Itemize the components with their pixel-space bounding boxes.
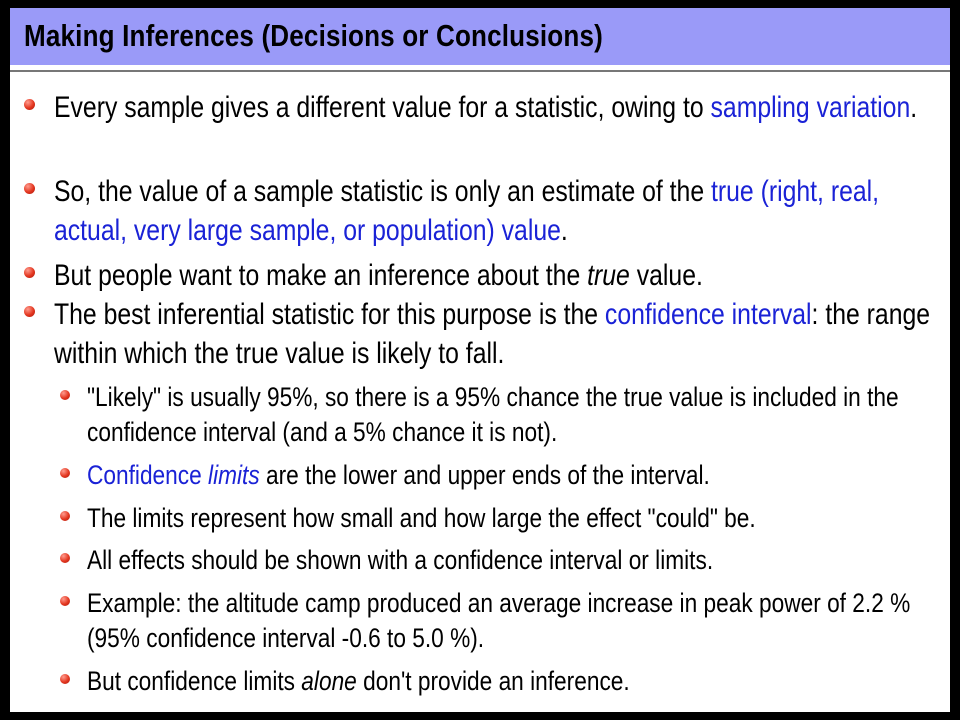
bullet-text: So, the value of a sample statistic is o… [54,172,950,250]
text-run: But confidence limits [87,666,302,696]
bullet-icon [24,306,35,317]
text-run: The limits represent how small and how l… [87,503,756,533]
text-run: sampling variation [710,91,911,124]
text-run: "Likely" is usually 95%, so there is a 9… [87,382,899,447]
bullet-icon [60,553,70,563]
bullet-icon [60,596,70,606]
text-run: confidence interval [604,298,812,331]
sub-bullet-text: The limits represent how small and how l… [87,501,935,536]
title-divider [10,70,950,72]
bullet-text: The best inferential statistic for this … [54,295,950,373]
bullet-icon [60,390,70,400]
text-run: . [560,214,568,247]
text-run: . [910,91,918,124]
slide-title: Making Inferences (Decisions or Conclusi… [24,18,603,53]
bullet-icon [24,99,35,110]
text-run: don't provide an inference. [356,666,630,696]
bullet-text: But people want to make an inference abo… [54,256,950,295]
text-run: : the range within which the true value … [54,298,931,370]
text-run: Confidence [87,460,209,490]
text-run: are the lower and upper ends of the inte… [259,460,710,490]
text-run: But people want to make an inference abo… [54,259,588,292]
text-run: So, the value of a sample statistic is o… [54,175,712,208]
bullet-list: Every sample gives a different value for… [10,8,950,712]
sub-bullet-text: All effects should be shown with a confi… [87,543,935,578]
text-run: The best inferential statistic for this … [54,298,605,331]
text-run: true (right, real, actual, very large sa… [54,175,880,247]
text-run: Example: the altitude camp produced an a… [87,588,911,653]
text-run: All effects should be shown with a confi… [87,545,714,575]
sub-bullet-text: "Likely" is usually 95%, so there is a 9… [87,380,935,449]
sub-bullet-text: Confidence limits are the lower and uppe… [87,458,935,493]
text-run: alone [301,666,357,696]
bullet-icon [24,267,35,278]
sub-bullet-text: Example: the altitude camp produced an a… [87,586,935,655]
text-run: true [587,259,630,292]
bullet-icon [60,468,70,478]
bullet-icon [24,183,35,194]
text-run: limits [208,460,260,490]
text-run: value. [629,259,703,292]
sub-bullet-text: But confidence limits alone don't provid… [87,664,935,699]
bullet-text: Every sample gives a different value for… [54,88,950,127]
text-run: Every sample gives a different value for… [54,91,711,124]
title-bar: Making Inferences (Decisions or Conclusi… [10,8,950,65]
bullet-icon [60,674,70,684]
bullet-icon [60,511,70,521]
slide: Making Inferences (Decisions or Conclusi… [10,8,950,712]
